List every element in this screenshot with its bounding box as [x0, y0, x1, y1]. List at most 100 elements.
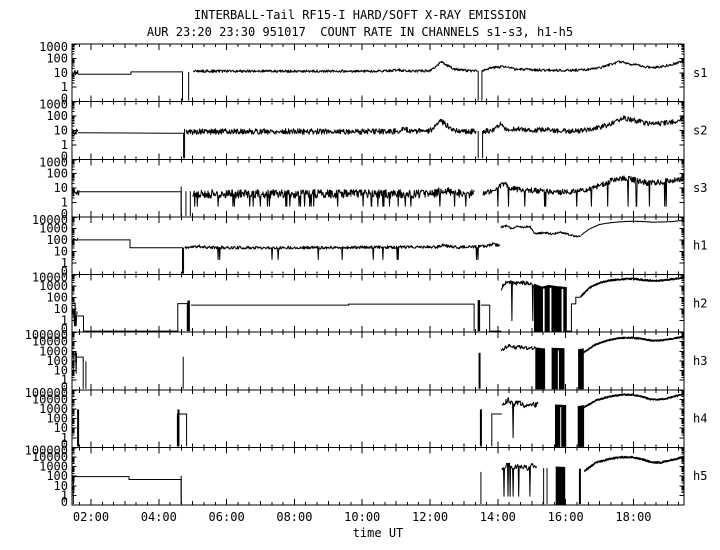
dropout-gap: [542, 288, 545, 332]
tick-marks-s2: [72, 101, 684, 160]
trace-step: [77, 303, 188, 332]
trace-step: [78, 132, 185, 159]
y-tick-label: 1000: [39, 155, 68, 169]
x-tick-label: 12:00: [412, 510, 448, 524]
y-tick-label: 10: [54, 66, 68, 80]
x-tick-label: 18:00: [615, 510, 651, 524]
trace-step: [491, 413, 502, 447]
trace-block: [577, 405, 585, 447]
trace-step: [76, 356, 84, 389]
channel-label-h5: h5: [693, 469, 707, 483]
y-tick-label: 1: [61, 138, 68, 152]
x-axis-labels: 02:00 04:00 06:00 08:00 10:00 12:00 14:00 16:00…: [73, 510, 652, 540]
trace-step: [176, 413, 188, 447]
y-tick-label: 1: [61, 314, 68, 328]
channel-label-s3: s3: [693, 181, 707, 195]
channel-label-h2: h2: [693, 296, 707, 310]
trace-noise: [185, 118, 477, 136]
y-tick-label: 1000: [39, 279, 68, 293]
dropout-gap: [561, 289, 564, 332]
y-tick-label: 0: [61, 495, 68, 509]
x-tick-label: 06:00: [209, 510, 245, 524]
y-tick-label: 1: [61, 373, 68, 387]
trace-block: [555, 466, 566, 505]
y-tick-label: 10: [54, 479, 68, 493]
trace-step: [79, 191, 182, 216]
y-tick-label: 100: [46, 354, 68, 368]
y-tick-label: 1: [61, 431, 68, 445]
trace-step: [480, 304, 502, 332]
tick-marks-h5: [72, 447, 684, 505]
y-tick-label: 10000: [32, 335, 68, 349]
y-tick-label: 0: [61, 207, 68, 221]
x-tick-label: 16:00: [548, 510, 584, 524]
y-tick-label: 10: [54, 181, 68, 195]
y-tick-label: 10: [54, 421, 68, 435]
y-tick-label: 1000: [39, 344, 68, 358]
y-tick-label: 100: [46, 469, 68, 483]
y-tick-label: 100: [46, 51, 68, 65]
trace-noise: [192, 187, 475, 207]
trace-noise: [582, 335, 685, 354]
y-tick-label: 100: [46, 233, 68, 247]
trace-noise: [192, 60, 478, 73]
trace-noise: [583, 392, 685, 409]
y-tick-label: 10000: [32, 392, 68, 406]
y-tick-label: 10: [54, 302, 68, 316]
trace-noise: [580, 219, 684, 236]
y-tick-label: 1: [61, 256, 68, 270]
y-tick-label: 1: [61, 488, 68, 502]
channel-label-h1: h1: [693, 239, 707, 253]
trace-step: [74, 476, 182, 504]
y-tick-label: 10000: [32, 213, 68, 227]
trace-noise: [72, 128, 79, 135]
trace-step: [78, 71, 183, 101]
y-tick-label: 1000: [39, 98, 68, 112]
trace-noise: [500, 343, 536, 352]
trace-noise: [580, 276, 685, 298]
trace-noise: [583, 455, 685, 473]
y-tick-label: 0: [61, 322, 68, 336]
trace-noise: [72, 302, 78, 327]
x-tick-label: 02:00: [73, 510, 109, 524]
trace-noise: [73, 351, 78, 374]
y-tick-label: 10: [54, 364, 68, 378]
y-tick-label: 100: [46, 167, 68, 181]
trace-block: [535, 347, 546, 390]
dropout-gap: [560, 407, 562, 448]
trace-block: [578, 348, 584, 390]
chart-title: INTERBALL-Tail RF15-I HARD/SOFT X-RAY EM…: [193, 8, 527, 22]
tick-marks-h4: [72, 389, 684, 448]
x-tick-label: 04:00: [141, 510, 177, 524]
channel-label-s2: s2: [693, 123, 707, 137]
y-tick-label: 1: [61, 195, 68, 209]
y-tick-label: 100: [46, 412, 68, 426]
x-tick-label: 14:00: [480, 510, 516, 524]
y-tick-label: 0: [61, 380, 68, 394]
trace-step: [566, 296, 581, 332]
tick-marks-s1: [72, 44, 684, 102]
y-tick-label: 1: [61, 80, 68, 94]
y-tick-label: 10: [54, 123, 68, 137]
trace-noise: [72, 70, 79, 77]
trace-noise: [184, 242, 500, 260]
trace-noise: [482, 175, 684, 207]
y-tick-label: 10: [54, 244, 68, 258]
trace-noise: [482, 59, 684, 72]
trace-noise: [501, 397, 539, 439]
y-tick-label: 1000: [39, 40, 68, 54]
trace-noise: [72, 237, 79, 241]
trace-noise: [500, 224, 581, 238]
dropout-gap: [557, 350, 559, 390]
tick-marks-h1: [72, 216, 684, 275]
dropout-gap: [549, 287, 552, 332]
